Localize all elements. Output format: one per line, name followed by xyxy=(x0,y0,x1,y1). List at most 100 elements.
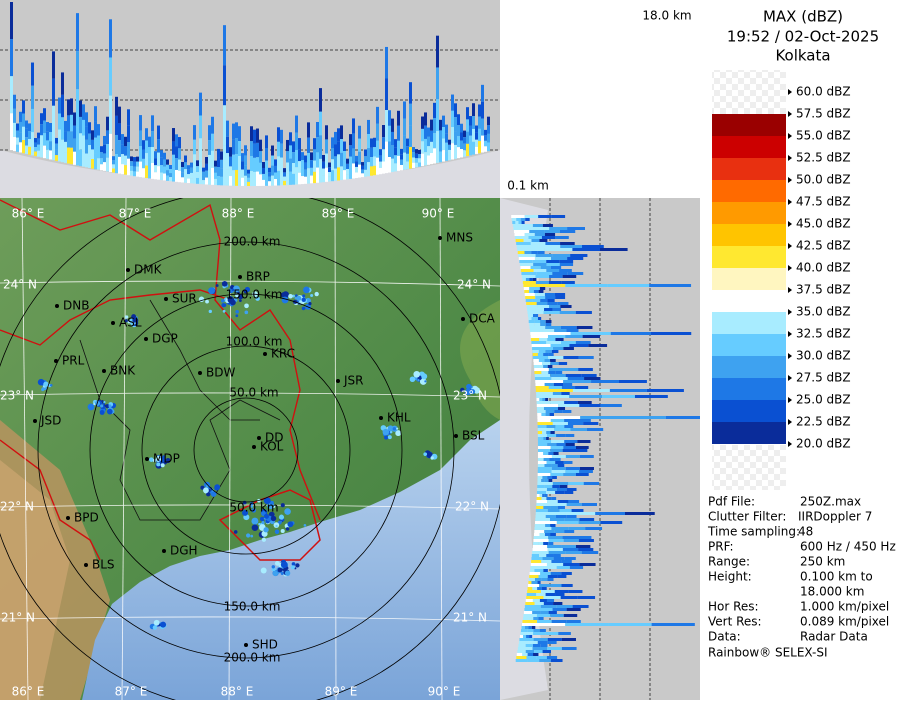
echo-row xyxy=(537,479,542,482)
echo-column xyxy=(112,164,115,169)
echo-row xyxy=(547,443,557,446)
echo-row xyxy=(541,560,552,563)
echo-row xyxy=(547,299,555,302)
echo-row xyxy=(540,644,548,647)
echo-blob xyxy=(278,514,285,520)
echo-row xyxy=(546,497,552,500)
echo-row xyxy=(532,545,548,548)
echo-column xyxy=(385,46,388,79)
echo-column xyxy=(325,167,328,182)
legend-label: 30.0 dBZ xyxy=(796,349,851,363)
echo-row xyxy=(529,326,546,329)
legend-label: 52.5 dBZ xyxy=(796,151,851,165)
echo-blob xyxy=(205,299,209,304)
echo-row xyxy=(537,458,544,461)
echo-blob xyxy=(295,563,300,568)
echo-row xyxy=(518,641,529,644)
echo-row xyxy=(529,575,539,578)
echo-row xyxy=(555,236,569,239)
echo-row xyxy=(530,242,546,245)
echo-row xyxy=(552,422,568,425)
echo-column xyxy=(280,157,283,172)
echo-row xyxy=(529,569,535,572)
echo-column xyxy=(154,165,157,173)
station-dot xyxy=(126,268,130,272)
echo-row xyxy=(527,590,541,593)
echo-column xyxy=(427,155,430,165)
echo-column xyxy=(376,157,379,175)
echo-row xyxy=(560,596,578,599)
echo-column xyxy=(169,169,172,174)
echo-column xyxy=(331,159,334,171)
echo-row xyxy=(534,317,538,320)
echo-column xyxy=(151,131,154,148)
echo-column xyxy=(10,2,13,40)
echo-row xyxy=(544,230,560,233)
echo-row xyxy=(525,296,536,299)
echo-column xyxy=(169,164,172,170)
echo-row xyxy=(533,356,549,359)
range-label: 200.0 km xyxy=(224,651,281,665)
station-dot xyxy=(33,419,37,423)
echo-column xyxy=(127,158,130,176)
echo-row xyxy=(537,581,541,584)
echo-column xyxy=(184,155,187,163)
echo-row xyxy=(544,464,552,467)
echo-column xyxy=(295,150,298,168)
echo-row xyxy=(556,521,579,524)
echo-row xyxy=(539,533,545,536)
info-label: Vert Res: xyxy=(708,615,762,629)
echo-row xyxy=(554,329,567,332)
echo-column xyxy=(391,145,394,159)
echo-row xyxy=(539,239,548,242)
echo-column xyxy=(52,78,55,106)
echo-column xyxy=(292,173,295,185)
echo-column xyxy=(91,158,94,169)
echo-row xyxy=(539,494,543,497)
echo-column xyxy=(283,168,286,173)
echo-column xyxy=(37,144,40,151)
echo-column xyxy=(253,171,256,186)
echo-column xyxy=(220,176,223,186)
echo-row xyxy=(524,290,530,293)
echo-column xyxy=(175,146,178,159)
echo-column xyxy=(484,140,487,147)
echo-row xyxy=(551,455,566,458)
echo-column xyxy=(319,135,322,159)
echo-blob xyxy=(159,458,162,461)
legend-swatch xyxy=(712,400,786,422)
echo-column xyxy=(391,131,394,146)
echo-row xyxy=(555,491,565,494)
echo-blob xyxy=(284,508,291,515)
echo-column xyxy=(385,78,388,111)
echo-column xyxy=(115,134,118,155)
station-dot xyxy=(257,436,261,440)
echo-column xyxy=(304,176,307,184)
echo-row xyxy=(533,536,549,539)
echo-row xyxy=(577,596,596,599)
station-dot xyxy=(111,321,115,325)
station-dot xyxy=(252,445,256,449)
echo-row xyxy=(549,305,561,308)
echo-column xyxy=(379,155,382,162)
echo-column xyxy=(166,164,169,171)
echo-blob xyxy=(249,501,254,506)
echo-column xyxy=(406,146,409,154)
echo-blob xyxy=(235,314,239,318)
echo-row xyxy=(529,287,535,290)
echo-row xyxy=(559,269,572,272)
echo-row xyxy=(556,515,567,518)
station-label: KOL xyxy=(260,440,284,454)
echo-column xyxy=(85,126,88,140)
echo-column xyxy=(202,167,205,172)
echo-row xyxy=(546,554,554,557)
location: Kolkata xyxy=(775,47,830,65)
echo-column xyxy=(445,151,448,161)
echo-column xyxy=(286,139,289,152)
echo-row xyxy=(577,401,592,404)
echo-row xyxy=(533,269,547,272)
info-value: 48 xyxy=(798,525,813,539)
legend-tick xyxy=(788,419,792,425)
echo-column xyxy=(319,88,322,112)
echo-row xyxy=(539,659,551,662)
